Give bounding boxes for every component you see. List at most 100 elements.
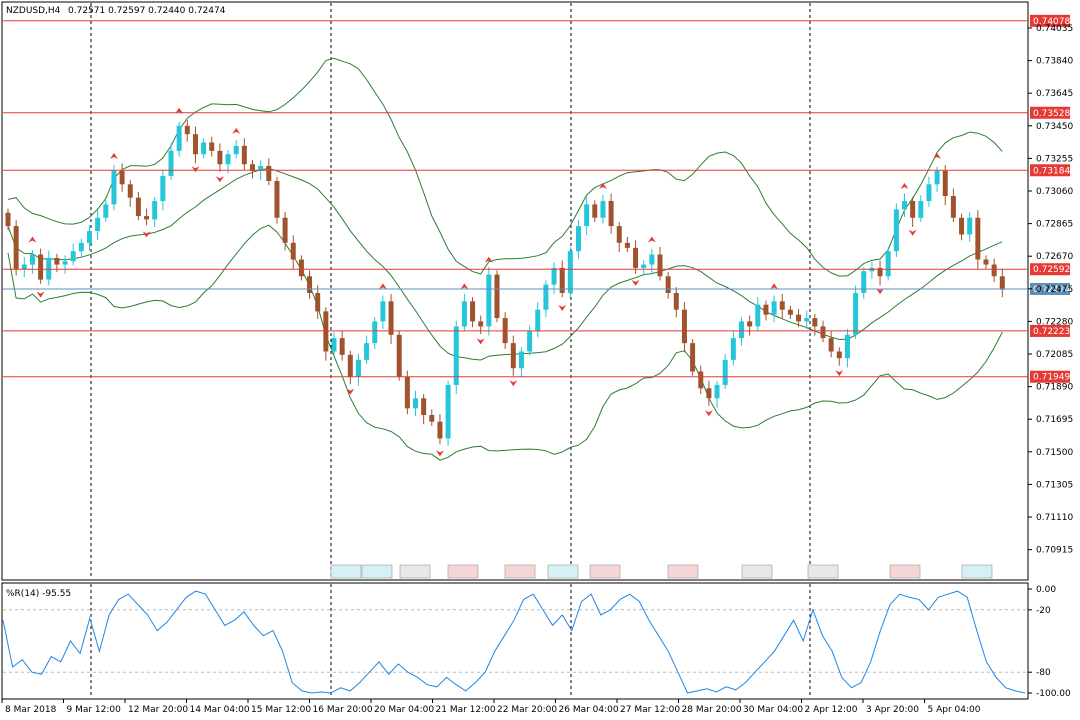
level-tag — [1030, 14, 1070, 27]
candle — [902, 193, 907, 217]
candle — [763, 300, 769, 321]
candle-body — [307, 276, 313, 293]
candle-body — [184, 125, 190, 135]
candle — [103, 200, 109, 222]
williams-r-line — [2, 590, 1028, 694]
candle — [999, 268, 1005, 298]
candle — [355, 354, 361, 386]
y-tick-label: 0.72085 — [1036, 350, 1073, 360]
down-fractal-arrow — [435, 450, 444, 457]
candle-body — [983, 259, 989, 265]
candle-body — [836, 351, 842, 359]
candle — [176, 121, 182, 157]
candle — [347, 350, 353, 385]
candle-body — [429, 415, 435, 422]
candle — [62, 255, 68, 274]
candle-body — [404, 376, 410, 409]
x-tick-label: 28 Mar 20:00 — [682, 705, 742, 715]
candle-body — [771, 301, 777, 315]
candle — [804, 310, 810, 329]
event-marker — [589, 564, 621, 579]
candle — [975, 210, 981, 269]
candle — [266, 158, 272, 186]
y-tick-label: 0.72475 — [1036, 285, 1073, 295]
level-tag — [1030, 324, 1070, 337]
y-tick-label: 0.73840 — [1036, 57, 1073, 67]
candle — [421, 394, 427, 425]
candle — [380, 295, 386, 329]
level-label: 0.71949 — [1033, 373, 1070, 383]
candle — [339, 330, 345, 361]
candle-body — [339, 338, 345, 355]
time-axis: 8 Mar 2018 9 Mar 12:00 12 Mar 20:00 14 Mar … — [1, 699, 981, 715]
candle-body — [144, 216, 150, 220]
candle — [233, 140, 239, 159]
candle-body — [461, 301, 467, 327]
x-tick-label: 27 Mar 12:00 — [620, 705, 680, 715]
candle-body — [959, 217, 965, 235]
candle — [681, 302, 687, 353]
candle — [518, 347, 524, 378]
candle-body — [804, 318, 810, 322]
down-fractal-arrow — [835, 370, 844, 377]
candle-body — [942, 170, 948, 197]
down-fractal-arrow — [476, 338, 485, 345]
candle-body — [364, 343, 370, 360]
current-price-tag — [1030, 282, 1070, 295]
level-label: 0.73528 — [1033, 109, 1070, 119]
candle — [307, 270, 313, 299]
up-fractal-arrow — [460, 283, 469, 290]
price-axis: 0.74035 0.73840 0.73645 0.73450 0.73255 0.730… — [1028, 24, 1073, 556]
candle — [470, 297, 476, 328]
up-fractal-arrow — [598, 183, 607, 190]
candle-body — [62, 261, 68, 265]
candle — [926, 176, 932, 207]
candle — [152, 196, 158, 227]
symbol-label: NZDUSD,H4 — [6, 6, 61, 16]
candle — [934, 166, 940, 192]
candle-body — [706, 388, 712, 399]
y-tick-label: 0.71695 — [1036, 415, 1073, 425]
candle — [787, 305, 793, 319]
candle — [445, 380, 451, 446]
candle-body — [266, 165, 272, 181]
candle-body — [13, 226, 19, 270]
candle-body — [853, 292, 859, 335]
candle-body — [755, 304, 761, 327]
candle — [135, 191, 141, 221]
candle — [127, 180, 133, 207]
candle — [274, 176, 280, 224]
candle — [298, 255, 304, 281]
candle-body — [796, 314, 802, 322]
candle-body — [95, 217, 101, 232]
event-marker — [399, 564, 431, 579]
candle-body — [608, 201, 614, 227]
down-fractal-arrow — [36, 291, 45, 298]
candle-body — [192, 134, 198, 155]
down-fractal-arrow — [346, 388, 355, 395]
candle-body — [681, 309, 687, 344]
candle — [730, 330, 736, 366]
candle-body — [38, 254, 44, 280]
indicator-label: %R(14) -95.55 — [6, 589, 71, 599]
candle — [404, 370, 410, 415]
down-fractal-arrow — [876, 288, 885, 295]
candle-body — [559, 267, 565, 293]
up-fractal-arrow — [378, 283, 387, 290]
up-fractal-arrow — [933, 152, 942, 159]
level-label: 0.73184 — [1033, 166, 1070, 176]
candle-body — [820, 326, 826, 339]
candle-body — [233, 145, 239, 155]
x-tick-label: 22 Mar 20:00 — [497, 705, 557, 715]
candle-body — [201, 142, 207, 155]
x-tick-label: 14 Mar 04:00 — [190, 705, 250, 715]
candle-body — [576, 226, 581, 252]
candle — [250, 160, 255, 179]
x-tick-label: 12 Mar 20:00 — [128, 705, 188, 715]
down-fractal-arrow — [631, 279, 640, 286]
up-fractal-arrow — [232, 127, 241, 134]
candle-body — [877, 267, 883, 277]
band-lower — [7, 224, 1003, 461]
candle-body — [567, 251, 573, 293]
